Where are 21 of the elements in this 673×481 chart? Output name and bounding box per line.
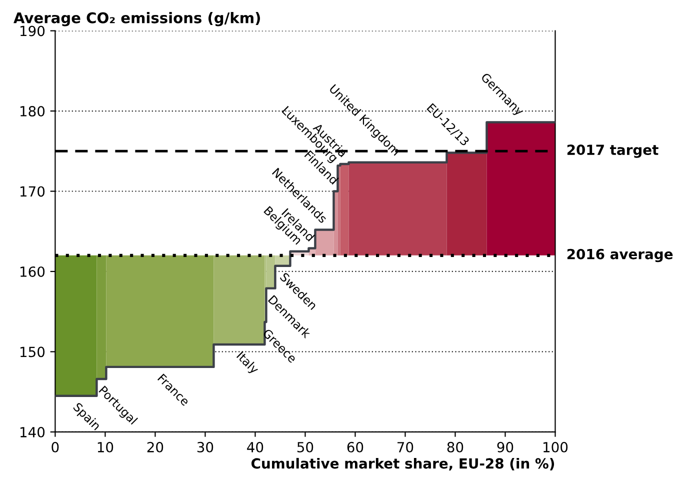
y-tick-label: 150	[20, 346, 45, 358]
x-tick-label: 50	[297, 442, 314, 452]
y-tick-label: 170	[20, 186, 45, 197]
y-tick-label: 190	[20, 26, 45, 36]
x-tick-label: 30	[197, 442, 214, 452]
y-tick-label: 180	[20, 106, 45, 116]
x-tick-label: 40	[247, 442, 264, 452]
ref-line-label: 2016 average	[567, 248, 673, 262]
y-tick-label: 140	[20, 426, 45, 438]
y-tick-label: 160	[20, 266, 45, 277]
ref-line-label: 2017 target	[567, 144, 658, 158]
x-tick-label: 0	[52, 442, 59, 452]
x-tick-label: 100	[543, 442, 568, 452]
x-tick-label: 70	[398, 442, 414, 452]
y-axis-title: Average CO₂ emissions (g/km)	[14, 12, 260, 26]
x-tick-label: 10	[98, 442, 114, 452]
x-tick-label: 20	[147, 442, 164, 452]
x-tick-label: 80	[447, 442, 464, 452]
x-tick-label: 90	[497, 442, 514, 452]
x-axis-title: Cumulative market share, EU-28 (in %)	[251, 458, 554, 470]
x-tick-label: 60	[347, 442, 364, 452]
